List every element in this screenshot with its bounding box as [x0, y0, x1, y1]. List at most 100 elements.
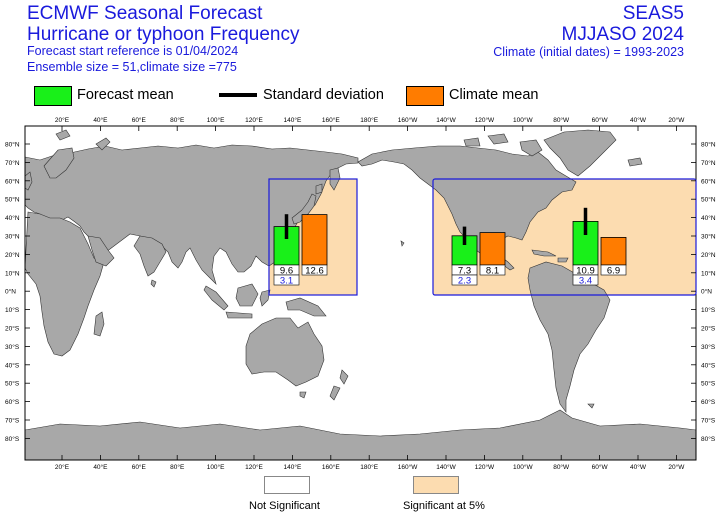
- lat-label-right: 60°N: [701, 177, 716, 185]
- lon-label-bottom: 100°E: [207, 463, 225, 471]
- ensemble-info: Ensemble size = 51,climate size =775: [27, 60, 237, 74]
- lat-label-left: 80°N: [5, 141, 20, 149]
- lon-label-bottom: 60°E: [132, 463, 147, 471]
- lon-label-top: 140°W: [436, 116, 456, 124]
- title-line-2: Hurricane or typhoon Frequency: [27, 24, 300, 45]
- iceland: [627, 157, 643, 167]
- australia: [245, 317, 325, 387]
- lon-label-top: 60°W: [592, 116, 609, 124]
- lat-label-left: 40°S: [5, 361, 20, 369]
- region-outline-western-north-pacific: [268, 178, 358, 296]
- lat-label-left: 80°S: [5, 435, 20, 443]
- lat-label-right: 20°S: [701, 325, 716, 333]
- lon-label-top: 160°E: [322, 116, 340, 124]
- title-line-1: ECMWF Seasonal Forecast: [27, 3, 263, 24]
- hawaii: [400, 240, 405, 247]
- arctic-island-2: [463, 137, 481, 147]
- lon-label-bottom: 180°E: [360, 463, 378, 471]
- antarctica: [25, 409, 696, 460]
- lon-label-top: 20°W: [668, 116, 685, 124]
- climate-bar-0: [301, 214, 328, 266]
- lon-label-bottom: 20°E: [55, 463, 70, 471]
- java: [225, 311, 253, 319]
- lat-label-right: 10°N: [701, 269, 716, 277]
- scandinavia: [43, 147, 75, 179]
- climate-bar-2: [600, 236, 627, 266]
- lon-label-bottom: 80°E: [170, 463, 185, 471]
- baffin-island: [519, 139, 543, 157]
- lat-label-left: 70°N: [5, 159, 20, 167]
- lat-label-right: 70°N: [701, 159, 716, 167]
- lat-label-right: 30°N: [701, 233, 716, 241]
- lon-label-top: 120°E: [245, 116, 263, 124]
- lon-label-bottom: 40°W: [630, 463, 647, 471]
- lon-label-top: 160°W: [398, 116, 418, 124]
- lat-label-right: 40°N: [701, 214, 716, 222]
- lon-label-top: 80°W: [553, 116, 570, 124]
- lon-label-top: 100°W: [513, 116, 533, 124]
- region-outline-atlantic-pacific: [432, 178, 697, 296]
- climate-mean-swatch: [406, 86, 444, 106]
- std-value-label: 3.1: [280, 276, 293, 287]
- lat-label-right: 40°S: [701, 361, 716, 369]
- forecast-value-label: 10.9: [576, 266, 595, 277]
- lat-label-right: 20°N: [701, 251, 716, 259]
- latitude-labels-left: 80°N 70°N 60°N 50°N 40°N 30°N 20°N 10°N 0°N 10°S 2…: [5, 141, 30, 443]
- std-value-box-1: [451, 274, 478, 286]
- lat-label-right: 50°S: [701, 380, 716, 388]
- lon-label-bottom: 140°W: [436, 463, 456, 471]
- india: [133, 235, 167, 277]
- not-significant-swatch: [264, 476, 310, 494]
- lat-label-right: 80°N: [701, 141, 716, 149]
- standard-deviation-swatch: [219, 93, 257, 97]
- lat-label-left: 10°S: [5, 306, 20, 314]
- climate-value-box-1: [479, 264, 506, 276]
- climate-value-label: 8.1: [486, 266, 499, 277]
- lat-label-right: 10°S: [701, 306, 716, 314]
- climate-mean-legend-label: Climate mean: [449, 87, 539, 103]
- lat-label-left: 10°N: [5, 269, 20, 277]
- lat-label-right: 30°S: [701, 343, 716, 351]
- africa-landmass: [25, 211, 105, 357]
- forecast-value-label: 7.3: [458, 266, 471, 277]
- standard-deviation-legend-label: Standard deviation: [263, 87, 384, 103]
- greenland: [543, 129, 617, 177]
- lon-label-top: 180°E: [360, 116, 378, 124]
- climate-value-box-0: [301, 264, 328, 276]
- climate-value-box-2: [600, 264, 627, 276]
- sri-lanka: [150, 279, 157, 288]
- lon-label-bottom: 20°W: [668, 463, 685, 471]
- system-name: SEAS5: [622, 3, 684, 24]
- lon-label-top: 40°E: [93, 116, 108, 124]
- lon-label-bottom: 160°W: [398, 463, 418, 471]
- lon-label-top: 20°E: [55, 116, 70, 124]
- lat-label-right: 70°S: [701, 417, 716, 425]
- significant-swatch: [413, 476, 459, 494]
- lat-label-right: 50°N: [701, 196, 716, 204]
- lat-label-left: 40°N: [5, 214, 20, 222]
- std-value-box-0: [273, 274, 300, 286]
- lat-label-right: 0°N: [701, 288, 712, 296]
- lat-label-left: 0°N: [5, 288, 16, 296]
- region-bars: 9.6 12.6 3.1 7.3 8.1 2.3 10.9 6.9 3.4: [273, 207, 627, 287]
- lon-label-bottom: 120°E: [245, 463, 263, 471]
- madagascar: [93, 311, 105, 337]
- forecast-mean-legend-label: Forecast mean: [77, 87, 174, 103]
- lat-label-right: 60°S: [701, 398, 716, 406]
- std-value-label: 2.3: [458, 276, 471, 287]
- japan: [291, 193, 317, 225]
- lat-label-left: 30°N: [5, 233, 20, 241]
- start-reference: Forecast start reference is 01/04/2024: [27, 44, 239, 58]
- lat-label-left: 50°N: [5, 196, 20, 204]
- lon-label-top: 60°E: [132, 116, 147, 124]
- lon-label-bottom: 40°E: [93, 463, 108, 471]
- arabia: [87, 235, 115, 267]
- new-guinea: [285, 297, 327, 317]
- forecast-value-label: 9.6: [280, 266, 293, 277]
- longitude-labels-bottom: 20°E 40°E 60°E 80°E 100°E 120°E 140°E 160°E 180°…: [55, 455, 685, 471]
- lon-label-bottom: 100°W: [513, 463, 533, 471]
- not-significant-label: Not Significant: [249, 500, 320, 512]
- lon-label-top: 40°W: [630, 116, 647, 124]
- climate-value-label: 12.6: [305, 266, 324, 277]
- sumatra: [203, 285, 229, 311]
